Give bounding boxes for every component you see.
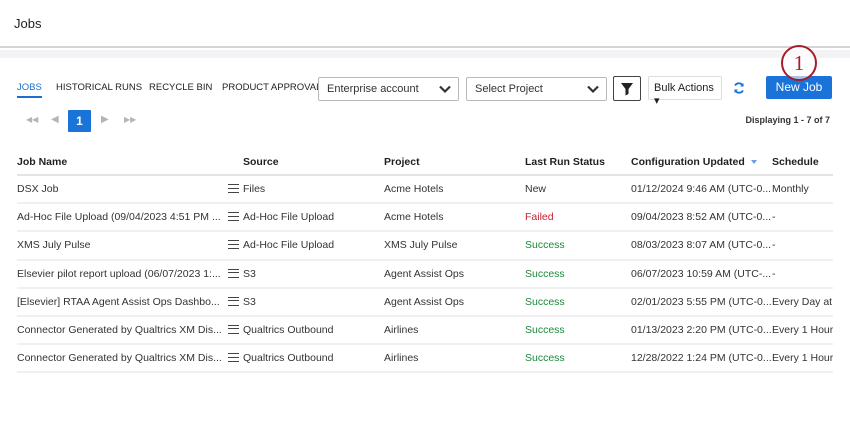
filter-button[interactable] [613,76,641,101]
job-name[interactable]: Connector Generated by Qualtrics XM Dis.… [17,324,222,337]
project-cell: Agent Assist Ops [384,259,525,289]
schedule-cell: Every 1 Hour [772,344,833,374]
project-cell: Agent Assist Ops [384,287,525,317]
table-row[interactable]: Elsevier pilot report upload (06/07/2023… [17,259,833,289]
account-select-value: Enterprise account [327,83,419,95]
table-row[interactable]: XMS July Pulse Ad-Hoc File Upload XMS Ju… [17,231,833,261]
app-header: Jobs [0,0,850,48]
chevron-down-icon [587,85,599,94]
updated-cell: 02/01/2023 5:55 PM (UTC-0... [631,287,772,317]
status-cell: Success [525,344,631,374]
status-cell: Failed [525,203,631,233]
current-page-button[interactable]: 1 [68,110,91,132]
job-name[interactable]: DSX Job [17,183,59,196]
table-row[interactable]: Ad-Hoc File Upload (09/04/2023 4:51 PM .… [17,203,833,233]
table-row[interactable]: [Elsevier] RTAA Agent Assist Ops Dashbo.… [17,287,833,317]
bulk-actions-dropdown[interactable]: Bulk Actions ▾ [648,76,722,107]
table-row[interactable]: Connector Generated by Qualtrics XM Dis.… [17,315,833,346]
table-header-row: Job Name Source Project Last Run Status … [17,149,833,176]
job-name-cell[interactable]: Ad-Hoc File Upload (09/04/2023 4:51 PM .… [17,203,243,233]
source-cell: Ad-Hoc File Upload [243,231,384,261]
project-cell: Acme Hotels [384,175,525,205]
account-select[interactable]: Enterprise account [318,77,459,101]
prev-page-icon[interactable]: ◀ [51,114,59,125]
status-cell: Success [525,259,631,289]
updated-cell: 01/13/2023 2:20 PM (UTC-0... [631,315,772,346]
table-row[interactable]: Connector Generated by Qualtrics XM Dis.… [17,344,833,374]
job-name[interactable]: Connector Generated by Qualtrics XM Dis.… [17,352,222,365]
tab-jobs[interactable]: JOBS [17,82,42,98]
job-name[interactable]: [Elsevier] RTAA Agent Assist Ops Dashbo.… [17,295,220,308]
jobs-table: Job Name Source Project Last Run Status … [17,149,833,374]
status-cell: Success [525,315,631,346]
updated-cell: 09/04/2023 8:52 AM (UTC-0... [631,203,772,233]
job-name-cell[interactable]: DSX Job [17,175,243,205]
job-name-cell[interactable]: Connector Generated by Qualtrics XM Dis.… [17,344,243,374]
job-name-cell[interactable]: XMS July Pulse [17,231,243,261]
job-name[interactable]: Ad-Hoc File Upload (09/04/2023 4:51 PM .… [17,211,221,224]
updated-cell: 01/12/2024 9:46 AM (UTC-0... [631,175,772,205]
column-job-name[interactable]: Job Name [17,149,243,176]
project-cell: Acme Hotels [384,203,525,233]
updated-cell: 12/28/2022 1:24 PM (UTC-0... [631,344,772,374]
source-cell: Files [243,175,384,205]
updated-cell: 08/03/2023 8:07 AM (UTC-0... [631,231,772,261]
status-cell: Success [525,287,631,317]
job-name[interactable]: Elsevier pilot report upload (06/07/2023… [17,267,221,280]
page-title: Jobs [14,16,42,31]
source-cell: S3 [243,287,384,317]
project-select[interactable]: Select Project [466,77,607,101]
tab-recycle-bin[interactable]: RECYCLE BIN [149,82,213,93]
hamburger-menu-icon[interactable] [228,296,239,306]
project-cell: Airlines [384,344,525,374]
tab-product-approval[interactable]: PRODUCT APPROVAL [222,82,322,93]
project-cell: Airlines [384,315,525,346]
hamburger-menu-icon[interactable] [228,240,239,250]
column-schedule[interactable]: Schedule [772,149,833,176]
column-configuration-updated[interactable]: Configuration Updated [631,149,772,176]
project-cell: XMS July Pulse [384,231,525,261]
schedule-cell: - [772,203,833,233]
tab-historical-runs[interactable]: HISTORICAL RUNS [56,82,143,93]
source-cell: Qualtrics Outbound [243,344,384,374]
column-label: Configuration Updated [631,155,745,168]
next-page-icon[interactable]: ▶ [101,114,109,125]
header-divider [0,50,850,58]
first-page-icon[interactable]: ◀◀ [26,115,39,124]
column-source[interactable]: Source [243,149,384,176]
job-name-cell[interactable]: Elsevier pilot report upload (06/07/2023… [17,259,243,289]
schedule-cell: - [772,231,833,261]
hamburger-menu-icon[interactable] [228,212,239,222]
displaying-count: Displaying 1 - 7 of 7 [745,115,830,125]
schedule-cell: Every Day at 8 [772,287,833,317]
new-job-button[interactable]: New Job [766,76,832,99]
schedule-cell: - [772,259,833,289]
schedule-cell: Monthly [772,175,833,205]
column-last-run-status[interactable]: Last Run Status [525,149,631,176]
funnel-icon [621,83,633,96]
last-page-icon[interactable]: ▶▶ [124,115,137,124]
hamburger-menu-icon[interactable] [228,184,239,193]
refresh-icon[interactable] [732,81,746,95]
hamburger-menu-icon[interactable] [228,353,239,363]
hamburger-menu-icon[interactable] [228,268,239,278]
updated-cell: 06/07/2023 10:59 AM (UTC-... [631,259,772,289]
table-row[interactable]: DSX Job Files Acme Hotels New 01/12/2024… [17,175,833,205]
hamburger-menu-icon[interactable] [228,324,239,334]
schedule-cell: Every 1 Hour [772,315,833,346]
column-project[interactable]: Project [384,149,525,176]
chevron-down-icon [439,85,451,94]
project-select-value: Select Project [475,83,543,95]
source-cell: Qualtrics Outbound [243,315,384,346]
sort-desc-icon [750,159,757,164]
job-name-cell[interactable]: [Elsevier] RTAA Agent Assist Ops Dashbo.… [17,287,243,317]
job-name[interactable]: XMS July Pulse [17,239,91,252]
status-cell: Success [525,231,631,261]
source-cell: S3 [243,259,384,289]
job-name-cell[interactable]: Connector Generated by Qualtrics XM Dis.… [17,315,243,346]
source-cell: Ad-Hoc File Upload [243,203,384,233]
step-callout: 1 [781,45,817,81]
status-cell: New [525,175,631,205]
